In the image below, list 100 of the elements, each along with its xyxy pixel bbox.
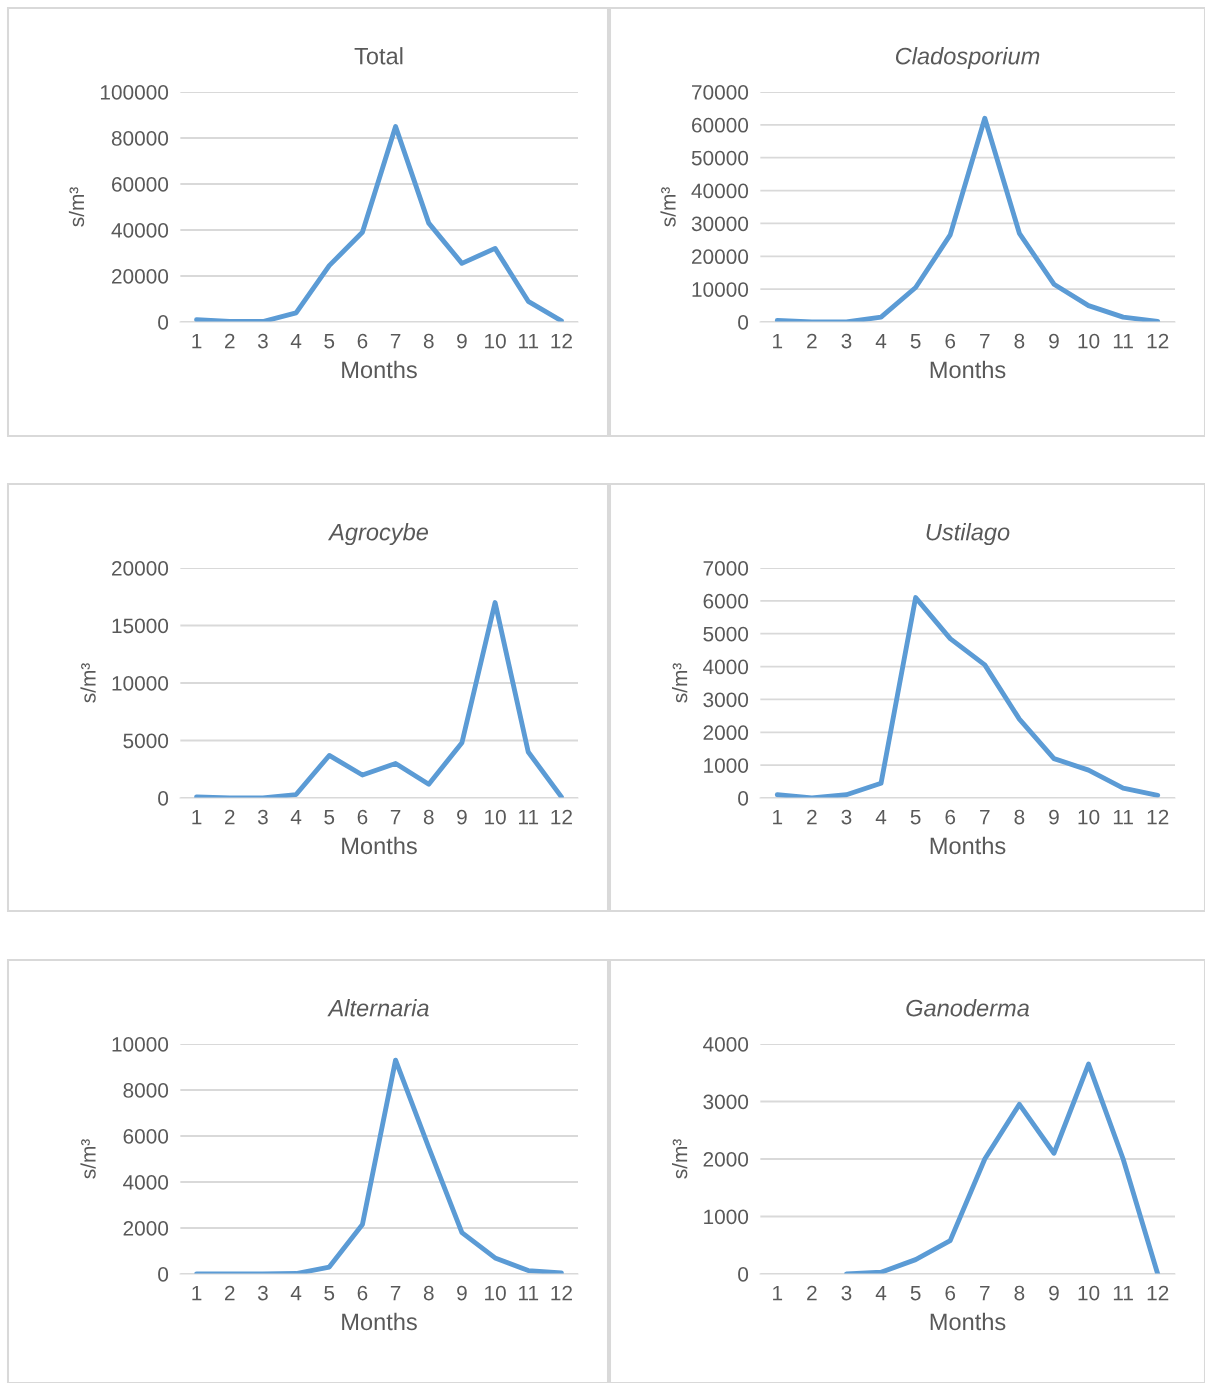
y-tick-label: 100000: [100, 85, 169, 100]
y-tick-label: 0: [738, 1267, 749, 1282]
y-tick-label: 2000: [123, 1221, 169, 1236]
y-tick-label: 40000: [691, 183, 749, 199]
line-series: [194, 1057, 564, 1274]
y-axis-title: s/m³: [68, 187, 85, 227]
x-tick-label: 5: [324, 1285, 335, 1301]
x-tick-label: 6: [945, 809, 956, 825]
x-axis-title: Months: [930, 836, 1006, 855]
y-tick-label: 0: [738, 791, 749, 806]
x-tick-label: 7: [390, 809, 401, 825]
x-tick-label: 8: [1014, 1285, 1025, 1301]
x-tick-label: 6: [357, 809, 368, 825]
x-axis-title: Months: [342, 360, 417, 379]
y-tick-label: 10000: [112, 676, 169, 691]
x-tick-label: 3: [841, 809, 852, 825]
x-tick-label: 12: [551, 809, 572, 825]
y-tick-label: 60000: [692, 117, 749, 133]
x-tick-label: 12: [551, 1285, 572, 1301]
y-tick-label: 10000: [112, 1037, 169, 1052]
x-tick-label: 8: [1014, 809, 1025, 825]
y-tick-label: 6000: [703, 593, 749, 609]
x-tick-label: 9: [1049, 333, 1059, 349]
chart-title: Alternaria: [327, 999, 429, 1017]
x-tick-label: 1: [773, 809, 783, 825]
x-tick-label: 5: [324, 333, 335, 349]
x-tick-label: 9: [1049, 809, 1059, 825]
y-tick-label: 20000: [112, 269, 169, 284]
x-tick-label: 10: [485, 333, 506, 349]
x-tick-label: 2: [225, 333, 235, 349]
y-axis-title: s/m³: [672, 1139, 688, 1179]
y-tick-label: 80000: [111, 131, 169, 146]
x-tick-label: 11: [519, 1285, 539, 1301]
x-tick-label: 11: [519, 333, 539, 349]
line-series: [194, 124, 564, 322]
x-tick-label: 10: [1078, 1285, 1100, 1301]
x-tick-label: 4: [290, 809, 302, 825]
x-tick-label: 5: [910, 809, 921, 825]
x-axis-title: Months: [930, 360, 1006, 379]
x-tick-label: 10: [1078, 809, 1100, 825]
x-tick-label: 1: [773, 1285, 783, 1301]
chart-title: Total: [354, 47, 403, 65]
y-tick-label: 5000: [123, 733, 169, 749]
x-tick-label: 1: [192, 333, 202, 349]
x-tick-label: 6: [945, 1285, 956, 1301]
x-tick-label: 3: [257, 809, 268, 825]
x-tick-label: 3: [841, 333, 852, 349]
x-tick-label: 9: [457, 333, 467, 349]
y-tick-label: 1000: [704, 758, 749, 773]
y-tick-label: 4000: [123, 1175, 169, 1190]
y-axis-title: s/m³: [660, 187, 676, 227]
y-tick-label: 5000: [703, 626, 749, 642]
y-tick-label: 50000: [691, 150, 749, 166]
x-tick-label: 8: [423, 1285, 434, 1301]
y-tick-label: 0: [158, 791, 169, 806]
x-tick-label: 7: [980, 1285, 990, 1301]
x-tick-label: 3: [257, 1285, 268, 1301]
y-tick-label: 6000: [123, 1129, 169, 1144]
y-axis-title: s/m³: [672, 663, 688, 703]
x-axis-title: Months: [930, 1312, 1006, 1331]
y-tick-label: 7000: [703, 561, 749, 576]
x-tick-label: 10: [485, 809, 506, 825]
y-tick-label: 4000: [703, 659, 749, 675]
x-tick-label: 4: [875, 809, 887, 825]
y-tick-label: 8000: [123, 1083, 169, 1098]
x-axis-title: Months: [342, 836, 417, 855]
y-tick-label: 30000: [691, 216, 749, 232]
x-tick-label: 11: [519, 809, 539, 825]
x-tick-label: 12: [551, 333, 572, 349]
x-tick-label: 9: [1049, 1285, 1059, 1301]
x-tick-label: 3: [841, 1285, 852, 1301]
x-tick-label: 5: [910, 1285, 921, 1301]
line-series: [844, 1061, 1161, 1274]
x-tick-label: 5: [324, 809, 335, 825]
y-tick-label: 20000: [112, 561, 169, 576]
x-tick-label: 9: [457, 809, 467, 825]
x-tick-label: 11: [1113, 809, 1133, 825]
y-tick-label: 0: [158, 315, 169, 330]
x-tick-label: 7: [390, 1285, 401, 1301]
y-tick-label: 1000: [704, 1209, 749, 1225]
x-tick-label: 7: [390, 333, 401, 349]
x-tick-label: 12: [1147, 809, 1169, 825]
x-tick-label: 6: [945, 333, 956, 349]
x-tick-label: 1: [192, 809, 202, 825]
x-tick-label: 2: [807, 1285, 817, 1301]
y-tick-label: 10000: [692, 282, 749, 297]
y-tick-label: 2000: [703, 1152, 749, 1167]
y-tick-label: 2000: [703, 725, 749, 741]
x-tick-label: 11: [1113, 333, 1133, 349]
x-tick-label: 12: [1147, 333, 1169, 349]
line-series: [774, 595, 1161, 798]
chart-title: Cladosporium: [895, 47, 1040, 70]
y-tick-label: 60000: [112, 177, 169, 192]
x-tick-label: 7: [980, 809, 990, 825]
x-tick-label: 9: [457, 1285, 467, 1301]
x-tick-label: 2: [807, 333, 817, 349]
x-tick-label: 4: [875, 333, 887, 349]
y-tick-label: 4000: [703, 1037, 749, 1052]
x-tick-label: 4: [290, 333, 302, 349]
x-tick-label: 2: [225, 809, 235, 825]
